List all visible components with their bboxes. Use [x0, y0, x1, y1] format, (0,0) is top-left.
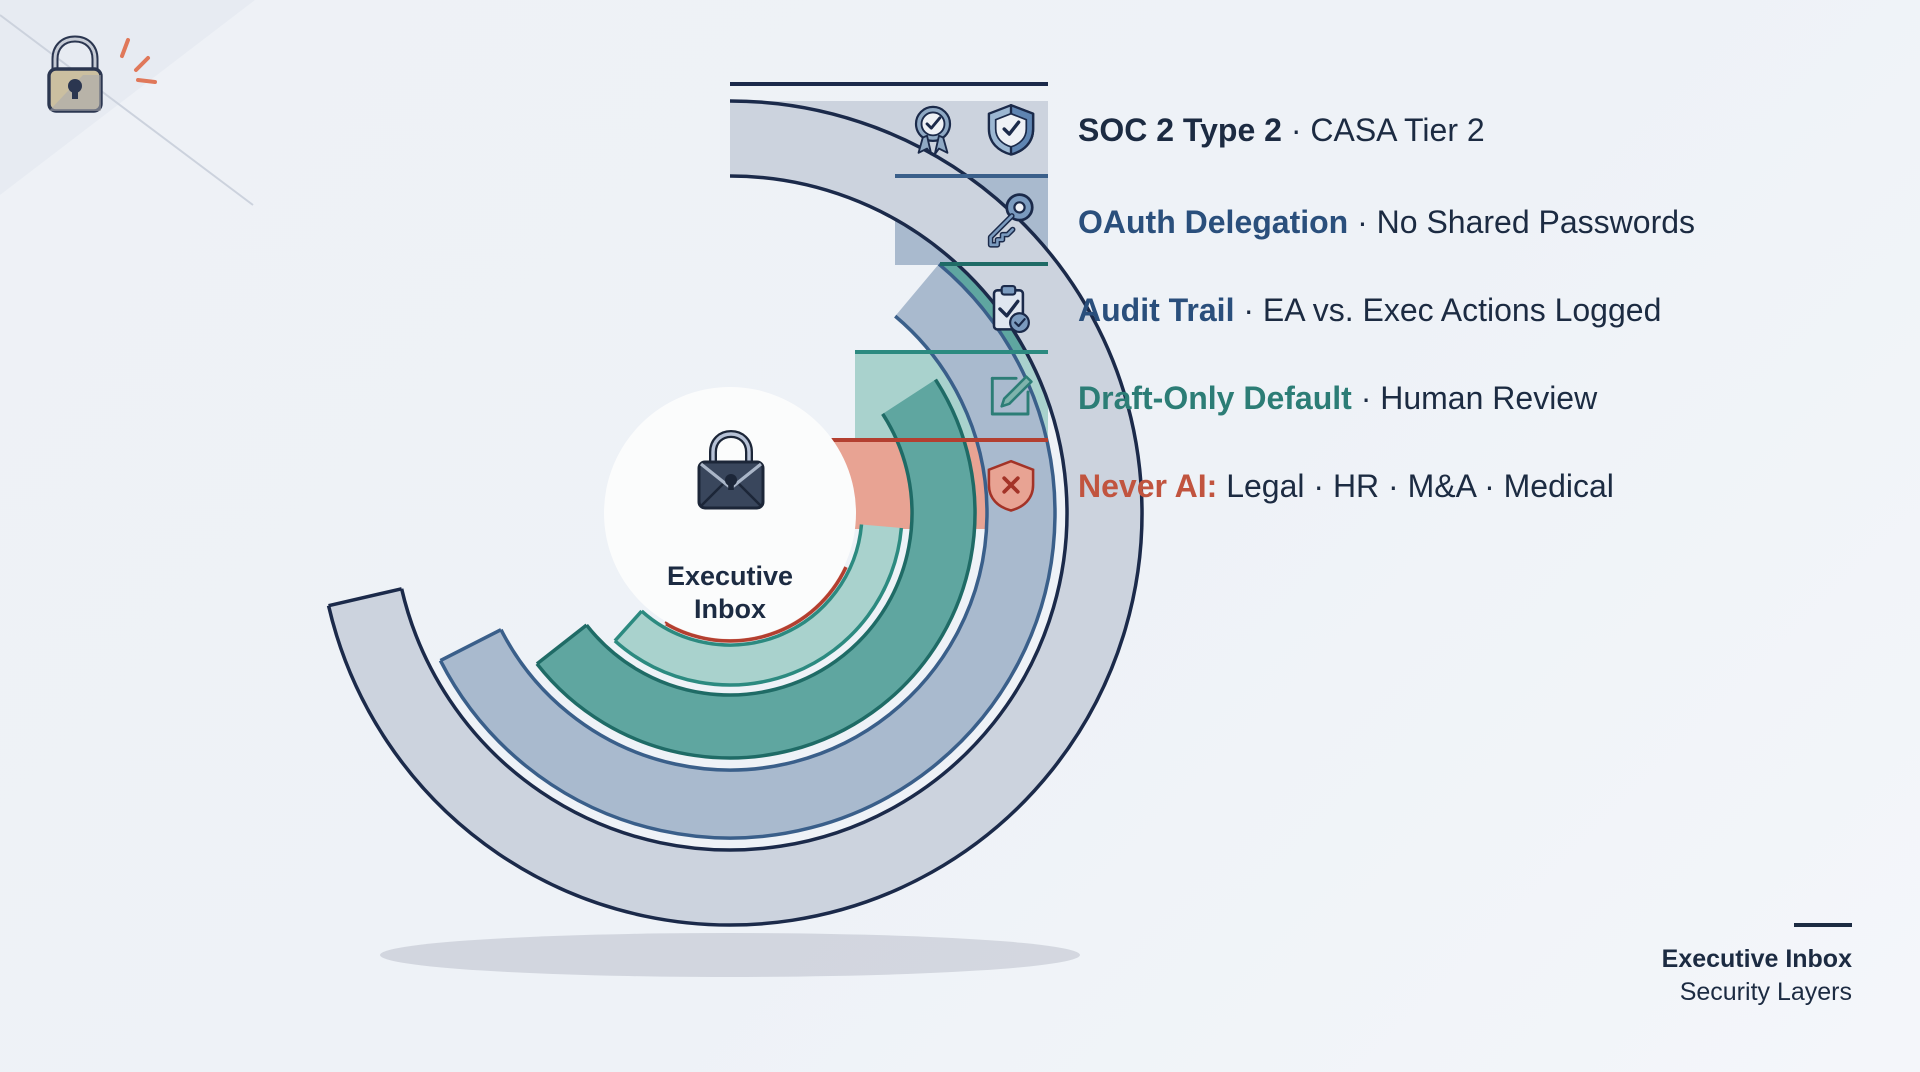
- svg-text:Inbox: Inbox: [694, 594, 766, 624]
- svg-text:Executive: Executive: [667, 561, 793, 591]
